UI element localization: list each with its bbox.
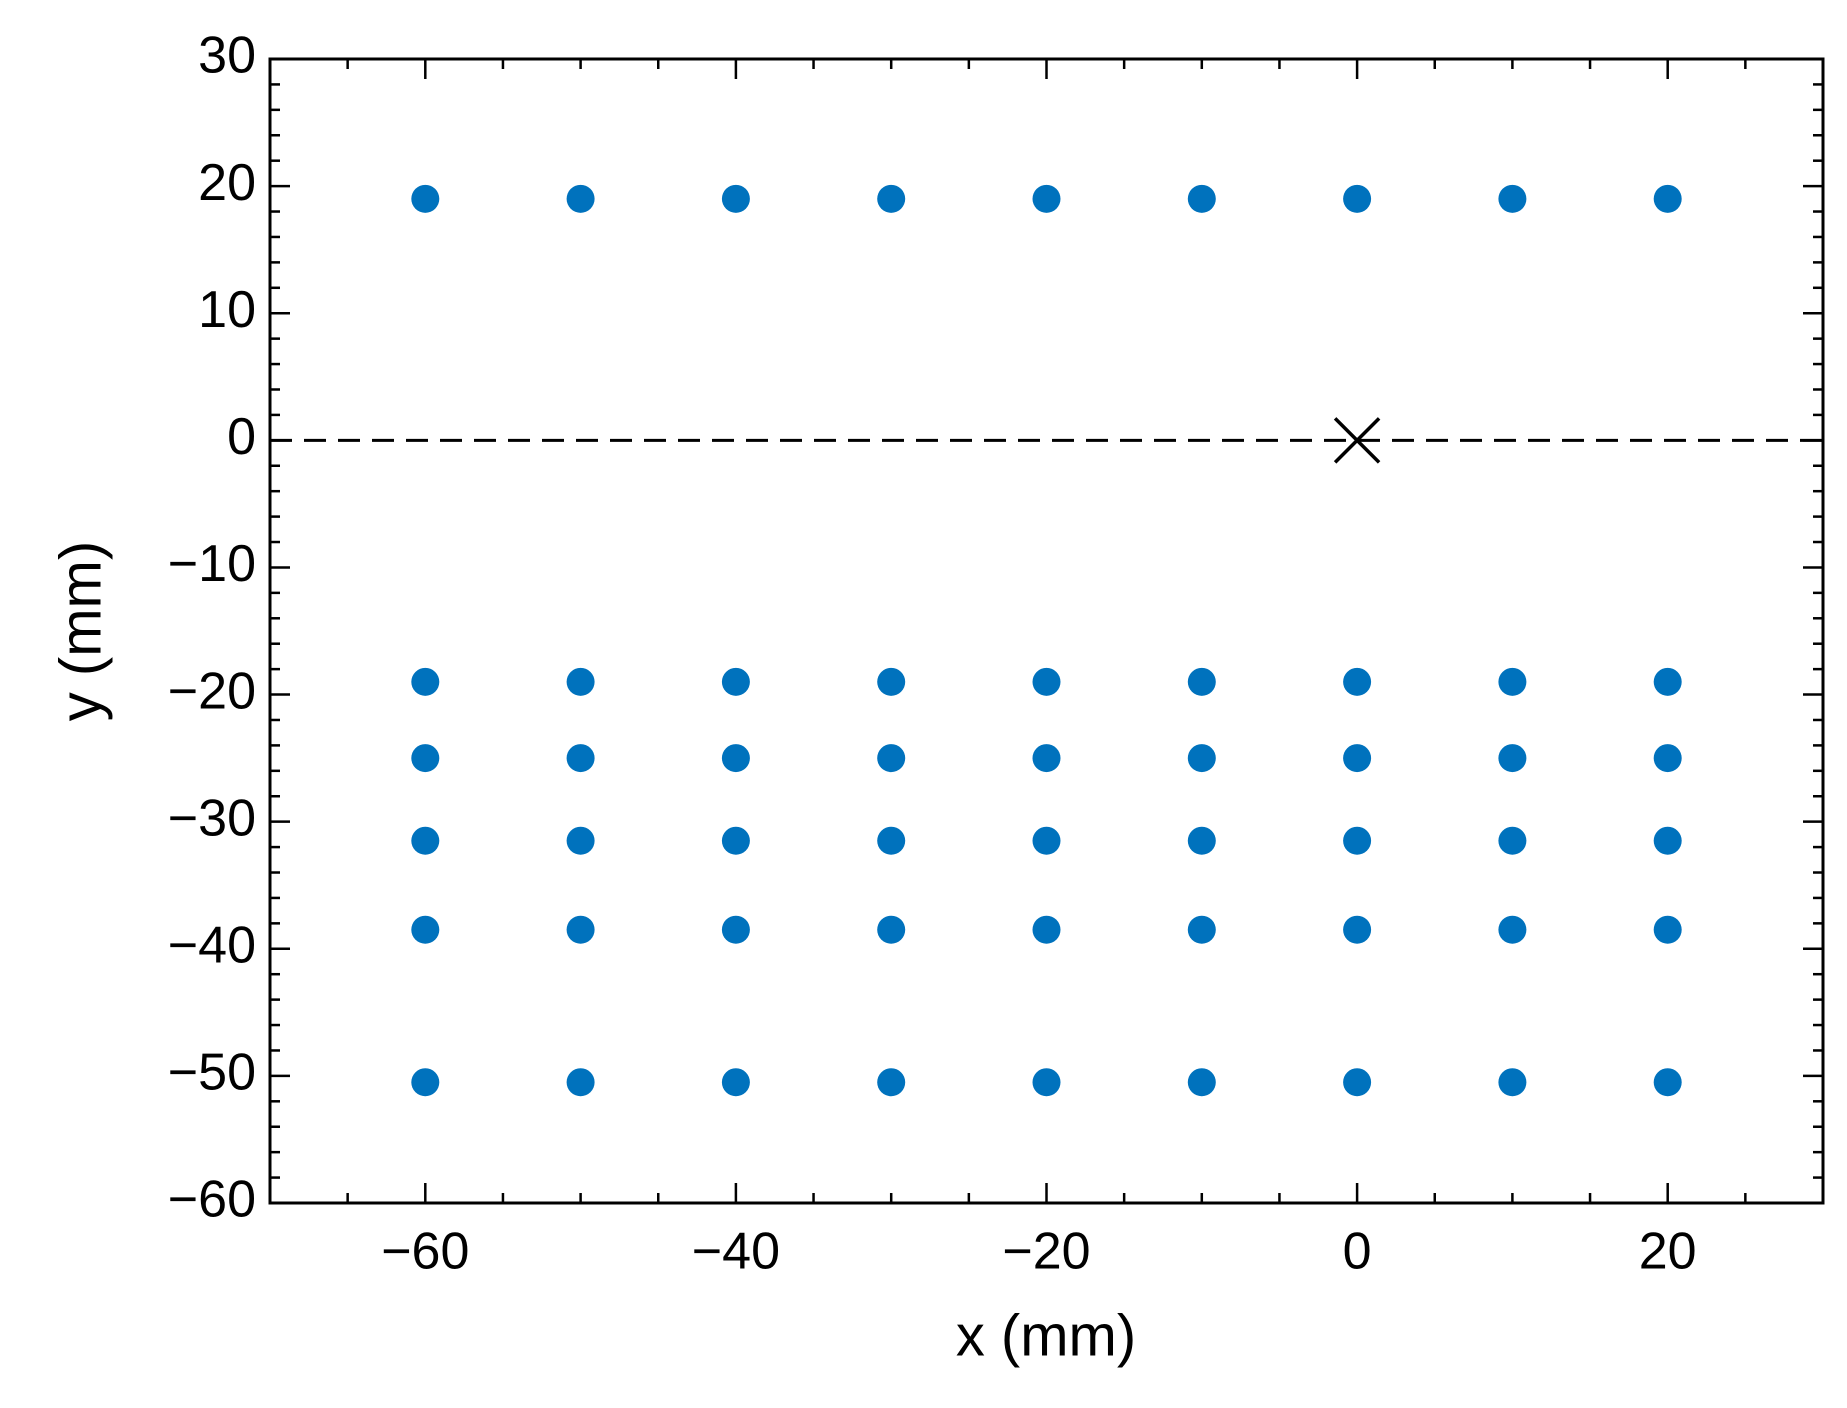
point [566,826,595,855]
point [411,1068,440,1097]
point [1032,184,1061,213]
y-tick-label: −10 [168,535,256,593]
x-tick-label: −60 [381,1223,469,1281]
point [1187,184,1216,213]
point [721,1068,750,1097]
y-tick-label: 30 [198,27,256,85]
point [1032,667,1061,696]
point [877,667,906,696]
point [721,184,750,213]
point [877,184,906,213]
y-tick-label: 20 [198,154,256,212]
point [1032,744,1061,773]
point [566,184,595,213]
x-axis-label: x (mm) [956,1303,1136,1368]
point [877,744,906,773]
point [1498,744,1527,773]
point [721,667,750,696]
point [1187,915,1216,944]
x-tick-label: −40 [692,1223,780,1281]
point [877,915,906,944]
y-axis-label: y (mm) [48,541,113,721]
point [1343,826,1372,855]
x-tick-label: 0 [1343,1223,1372,1281]
point [1498,184,1527,213]
point [1498,1068,1527,1097]
point [721,826,750,855]
point [1343,1068,1372,1097]
point [411,826,440,855]
point [1187,667,1216,696]
y-tick-label: 0 [227,408,256,466]
point [1653,915,1682,944]
point [721,915,750,944]
point [1653,184,1682,213]
point [1343,915,1372,944]
plot-frame [268,57,1825,1205]
point [1187,826,1216,855]
point [1187,744,1216,773]
point [411,184,440,213]
point [566,1068,595,1097]
y-tick-label: −60 [168,1171,256,1229]
point [1498,826,1527,855]
point [1343,744,1372,773]
point [411,744,440,773]
x-marker [1333,417,1381,464]
point [1187,1068,1216,1097]
point [1653,744,1682,773]
point [721,744,750,773]
point [566,915,595,944]
point [566,744,595,773]
point [566,667,595,696]
point [1498,667,1527,696]
point [1032,826,1061,855]
y-tick-label: −40 [168,917,256,975]
y-tick-label: 10 [198,281,256,339]
point [1343,667,1372,696]
point [1032,915,1061,944]
point [411,667,440,696]
x-tick-label: 20 [1639,1223,1697,1281]
point [877,1068,906,1097]
point [1343,184,1372,213]
point [1653,1068,1682,1097]
y-tick-label: −30 [168,789,256,847]
y-tick-label: −20 [168,662,256,720]
x-tick-label: −20 [1002,1223,1090,1281]
point [1032,1068,1061,1097]
y-tick-label: −50 [168,1044,256,1102]
point [1653,667,1682,696]
point [1653,826,1682,855]
point [1498,915,1527,944]
point [411,915,440,944]
point [877,826,906,855]
